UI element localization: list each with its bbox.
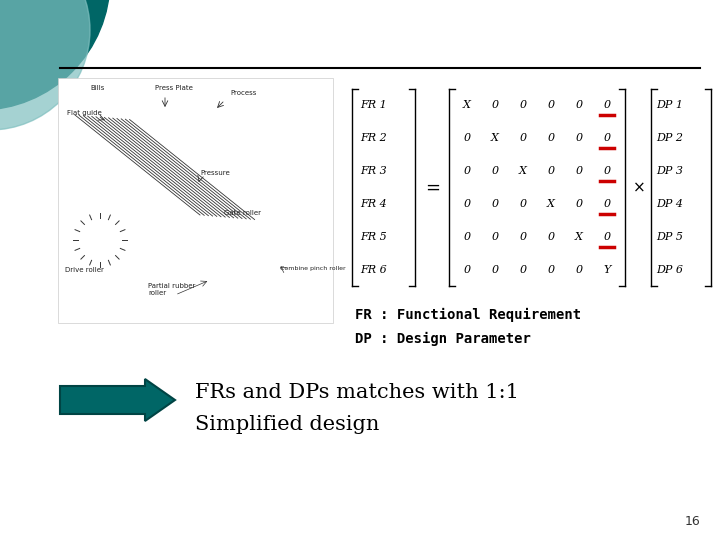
Text: Simplified design: Simplified design (195, 415, 379, 435)
Text: 0: 0 (519, 100, 526, 110)
Text: 0: 0 (603, 100, 611, 110)
Text: 0: 0 (575, 265, 582, 275)
Text: 0: 0 (575, 100, 582, 110)
Text: Bills: Bills (90, 85, 104, 91)
Text: FR 6: FR 6 (360, 265, 387, 275)
Text: ×: × (633, 180, 645, 195)
Text: Press Plate: Press Plate (155, 85, 193, 91)
Text: 0: 0 (603, 133, 611, 143)
Text: 0: 0 (575, 166, 582, 176)
Text: 0: 0 (547, 166, 554, 176)
Text: Y: Y (603, 265, 611, 275)
Text: 0: 0 (575, 133, 582, 143)
Text: =: = (426, 179, 441, 197)
Text: 0: 0 (603, 199, 611, 209)
Text: 16: 16 (684, 515, 700, 528)
FancyArrow shape (60, 379, 175, 421)
Text: 0: 0 (464, 265, 471, 275)
Text: DP 3: DP 3 (656, 166, 683, 176)
Text: Pressure: Pressure (200, 170, 230, 176)
Text: 0: 0 (492, 265, 498, 275)
Text: Flat guide: Flat guide (67, 110, 102, 116)
Text: Gate roller: Gate roller (224, 210, 261, 216)
Text: X: X (575, 232, 583, 242)
Text: 0: 0 (492, 100, 498, 110)
Text: FRs and DPs matches with 1:1: FRs and DPs matches with 1:1 (195, 383, 519, 402)
Text: X: X (547, 199, 555, 209)
Text: DP 2: DP 2 (656, 133, 683, 143)
Text: 0: 0 (519, 133, 526, 143)
Text: 0: 0 (519, 199, 526, 209)
Text: Drive roller: Drive roller (65, 267, 104, 273)
Text: FR 1: FR 1 (360, 100, 387, 110)
Text: FR : Functional Requirement: FR : Functional Requirement (355, 308, 581, 322)
Text: 0: 0 (464, 133, 471, 143)
Text: 0: 0 (492, 232, 498, 242)
Text: 0: 0 (547, 232, 554, 242)
Text: DP 5: DP 5 (656, 232, 683, 242)
Text: 0: 0 (464, 199, 471, 209)
Text: DP : Design Parameter: DP : Design Parameter (355, 332, 531, 346)
Text: 0: 0 (547, 133, 554, 143)
Text: FR 5: FR 5 (360, 232, 387, 242)
Text: 0: 0 (519, 265, 526, 275)
Text: 0: 0 (492, 166, 498, 176)
Text: DP 1: DP 1 (656, 100, 683, 110)
Text: 0: 0 (603, 166, 611, 176)
Bar (58, 78, 333, 323)
Text: X: X (491, 133, 499, 143)
Text: FR 4: FR 4 (360, 199, 387, 209)
Text: X: X (463, 100, 471, 110)
Text: 0: 0 (519, 232, 526, 242)
Text: FR 2: FR 2 (360, 133, 387, 143)
Text: FR 3: FR 3 (360, 166, 387, 176)
Text: 0: 0 (464, 232, 471, 242)
Text: 0: 0 (492, 199, 498, 209)
Text: 0: 0 (575, 199, 582, 209)
Text: DP 4: DP 4 (656, 199, 683, 209)
Circle shape (0, 0, 90, 130)
Text: Partial rubber
roller: Partial rubber roller (148, 283, 195, 296)
Text: 0: 0 (603, 232, 611, 242)
Text: 0: 0 (547, 100, 554, 110)
Text: Process: Process (230, 90, 256, 96)
Text: 0: 0 (547, 265, 554, 275)
Circle shape (0, 0, 110, 110)
Text: X: X (519, 166, 527, 176)
Text: Combine pinch roller: Combine pinch roller (280, 266, 346, 271)
Text: DP 6: DP 6 (656, 265, 683, 275)
Text: 0: 0 (464, 166, 471, 176)
